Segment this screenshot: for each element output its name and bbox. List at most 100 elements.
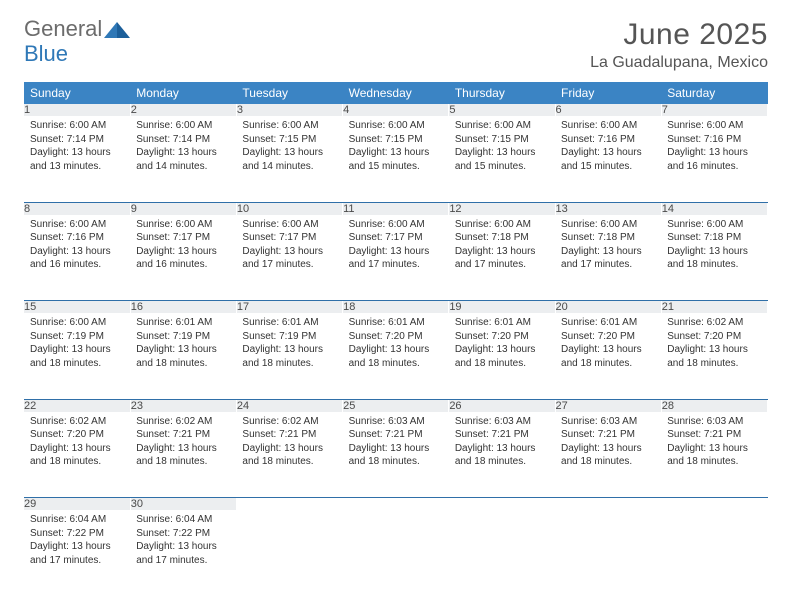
sunset-line: Sunset: 7:21 PM	[667, 429, 741, 440]
sunset-line: Sunset: 7:17 PM	[349, 232, 423, 243]
daylight-line: Daylight: 13 hours and 18 minutes.	[455, 344, 536, 369]
day-details: Sunrise: 6:00 AMSunset: 7:19 PMDaylight:…	[24, 313, 130, 376]
day-details: Sunrise: 6:02 AMSunset: 7:21 PMDaylight:…	[236, 412, 342, 475]
sunrise-line: Sunrise: 6:00 AM	[242, 219, 318, 230]
daylight-line: Daylight: 13 hours and 17 minutes.	[136, 541, 217, 566]
day-details: Sunrise: 6:00 AMSunset: 7:18 PMDaylight:…	[661, 215, 767, 278]
sunrise-line: Sunrise: 6:00 AM	[242, 120, 318, 131]
daylight-line: Daylight: 13 hours and 18 minutes.	[561, 344, 642, 369]
sunset-line: Sunset: 7:17 PM	[136, 232, 210, 243]
sunset-line: Sunset: 7:21 PM	[349, 429, 423, 440]
sunrise-line: Sunrise: 6:02 AM	[242, 416, 318, 427]
sunset-line: Sunset: 7:21 PM	[136, 429, 210, 440]
month-title: June 2025	[590, 18, 768, 52]
day-cell	[343, 510, 449, 596]
day-number: 1	[24, 104, 130, 116]
sunrise-line: Sunrise: 6:02 AM	[30, 416, 106, 427]
day-cell: Sunrise: 6:00 AMSunset: 7:17 PMDaylight:…	[130, 215, 236, 301]
day-cell: Sunrise: 6:03 AMSunset: 7:21 PMDaylight:…	[661, 412, 767, 498]
day-details: Sunrise: 6:03 AMSunset: 7:21 PMDaylight:…	[449, 412, 555, 475]
sunrise-line: Sunrise: 6:00 AM	[349, 219, 425, 230]
daylight-line: Daylight: 13 hours and 18 minutes.	[561, 443, 642, 468]
weekday-header: Saturday	[661, 82, 767, 104]
day-details: Sunrise: 6:00 AMSunset: 7:15 PMDaylight:…	[343, 116, 449, 179]
day-cell: Sunrise: 6:00 AM Sunset: 7:14 PM Daylight:…	[130, 116, 236, 202]
sunset-line: Sunset: 7:19 PM	[242, 331, 316, 342]
day-details: Sunrise: 6:00 AMSunset: 7:16 PMDaylight:…	[24, 215, 130, 278]
weekday-header: Wednesday	[343, 82, 449, 104]
brand-word-2: Blue	[24, 41, 68, 67]
daynum-row: 22232425262728	[24, 399, 768, 412]
weekday-header: Monday	[130, 82, 236, 104]
daylight-line: Daylight: 13 hours and 17 minutes.	[349, 246, 430, 271]
sunrise-line: Sunrise: 6:02 AM	[667, 317, 743, 328]
day-cell: Sunrise: 6:00 AMSunset: 7:15 PMDaylight:…	[236, 116, 342, 202]
day-number: 20	[555, 301, 661, 314]
day-details: Sunrise: 6:04 AMSunset: 7:22 PMDaylight:…	[24, 510, 130, 573]
daylight-line: Daylight: 13 hours and 17 minutes.	[455, 246, 536, 271]
sunset-line: Sunset: 7:15 PM	[242, 134, 316, 145]
day-details: Sunrise: 6:00 AMSunset: 7:15 PMDaylight:…	[236, 116, 342, 179]
sunrise-line: Sunrise: 6:00 AM	[667, 120, 743, 131]
sunset-line: Sunset: 7:14 PM	[136, 134, 210, 145]
sunrise-line: Sunrise: 6:03 AM	[349, 416, 425, 427]
day-details: Sunrise: 6:03 AMSunset: 7:21 PMDaylight:…	[661, 412, 767, 475]
daylight-line: Daylight: 13 hours and 18 minutes.	[242, 443, 323, 468]
sunrise-line: Sunrise: 6:00 AM	[30, 120, 106, 131]
day-cell: Sunrise: 6:00 AMSunset: 7:15 PMDaylight:…	[449, 116, 555, 202]
daylight-line: Daylight: 13 hours and 18 minutes.	[30, 344, 111, 369]
daylight-line: Daylight: 13 hours and 18 minutes.	[349, 443, 430, 468]
day-details: Sunrise: 6:00 AMSunset: 7:16 PMDaylight:…	[661, 116, 767, 179]
day-details	[343, 510, 449, 519]
daynum-row: 891011121314	[24, 202, 768, 215]
sunset-line: Sunset: 7:19 PM	[136, 331, 210, 342]
day-number: 17	[236, 301, 342, 314]
sunset-line: Sunset: 7:14 PM	[30, 134, 104, 145]
weekday-header: Thursday	[449, 82, 555, 104]
day-number	[661, 498, 767, 511]
day-number: 4	[343, 104, 449, 116]
day-number: 30	[130, 498, 236, 511]
day-number: 24	[236, 399, 342, 412]
sunset-line: Sunset: 7:21 PM	[561, 429, 635, 440]
day-cell: Sunrise: 6:01 AMSunset: 7:19 PMDaylight:…	[236, 313, 342, 399]
sunrise-line: Sunrise: 6:03 AM	[667, 416, 743, 427]
sunrise-line: Sunrise: 6:00 AM	[136, 120, 212, 131]
sunset-line: Sunset: 7:18 PM	[455, 232, 529, 243]
day-number: 2	[130, 104, 236, 116]
day-number: 18	[343, 301, 449, 314]
day-number: 28	[661, 399, 767, 412]
sunrise-line: Sunrise: 6:00 AM	[667, 219, 743, 230]
day-cell: Sunrise: 6:00 AMSunset: 7:18 PMDaylight:…	[661, 215, 767, 301]
day-cell: Sunrise: 6:01 AMSunset: 7:20 PMDaylight:…	[449, 313, 555, 399]
day-cell: Sunrise: 6:02 AMSunset: 7:20 PMDaylight:…	[661, 313, 767, 399]
day-cell: Sunrise: 6:00 AMSunset: 7:19 PMDaylight:…	[24, 313, 130, 399]
day-details: Sunrise: 6:01 AMSunset: 7:20 PMDaylight:…	[343, 313, 449, 376]
day-cell: Sunrise: 6:00 AMSunset: 7:18 PMDaylight:…	[555, 215, 661, 301]
sunset-line: Sunset: 7:19 PM	[30, 331, 104, 342]
sunrise-line: Sunrise: 6:01 AM	[136, 317, 212, 328]
sunset-line: Sunset: 7:18 PM	[667, 232, 741, 243]
sunset-line: Sunset: 7:16 PM	[561, 134, 635, 145]
title-block: June 2025 La Guadalupana, Mexico	[590, 18, 768, 72]
day-number: 3	[236, 104, 342, 116]
week-row: Sunrise: 6:00 AMSunset: 7:16 PMDaylight:…	[24, 215, 768, 301]
sunrise-line: Sunrise: 6:00 AM	[30, 219, 106, 230]
day-cell: Sunrise: 6:00 AMSunset: 7:15 PMDaylight:…	[343, 116, 449, 202]
daylight-line: Daylight: 13 hours and 14 minutes.	[136, 147, 217, 172]
sunrise-line: Sunrise: 6:00 AM	[455, 219, 531, 230]
day-number: 22	[24, 399, 130, 412]
day-number: 13	[555, 202, 661, 215]
sunrise-line: Sunrise: 6:01 AM	[242, 317, 318, 328]
sunset-line: Sunset: 7:18 PM	[561, 232, 635, 243]
day-cell: Sunrise: 6:00 AMSunset: 7:16 PMDaylight:…	[661, 116, 767, 202]
day-number: 25	[343, 399, 449, 412]
day-cell: Sunrise: 6:02 AMSunset: 7:21 PMDaylight:…	[130, 412, 236, 498]
day-number	[449, 498, 555, 511]
sunrise-line: Sunrise: 6:01 AM	[561, 317, 637, 328]
day-cell: Sunrise: 6:03 AMSunset: 7:21 PMDaylight:…	[449, 412, 555, 498]
week-row: Sunrise: 6:02 AMSunset: 7:20 PMDaylight:…	[24, 412, 768, 498]
day-cell: Sunrise: 6:00 AM Sunset: 7:17 PM Daylight:…	[343, 215, 449, 301]
day-cell: Sunrise: 6:00 AM Sunset: 7:18 PM Daylight:…	[449, 215, 555, 301]
brand-word-1: General	[24, 18, 102, 40]
